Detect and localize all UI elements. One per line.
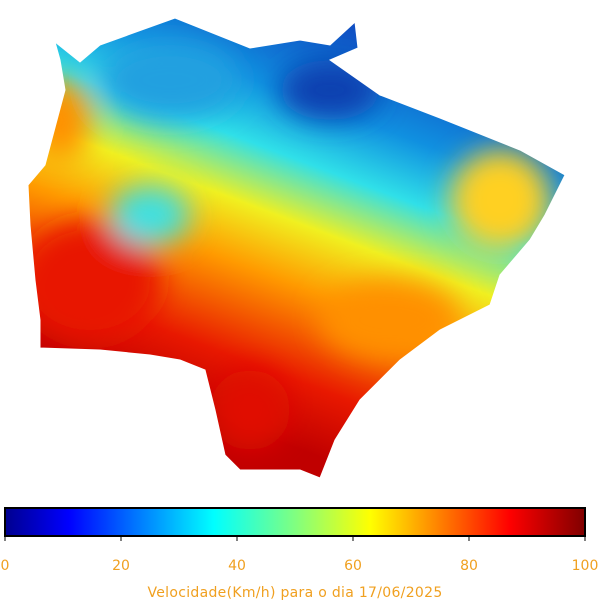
tick-label: 100 [572, 558, 599, 574]
colorbar-label: Velocidade(Km/h) para o dia 17/06/2025 [147, 585, 442, 600]
tick-label: 40 [228, 558, 246, 574]
tick-label: 20 [112, 558, 130, 574]
tick-label: 0 [1, 558, 10, 574]
wind-field [28, 18, 565, 478]
colorbar [4, 507, 586, 537]
tick-label: 80 [460, 558, 478, 574]
tick-label: 60 [344, 558, 362, 574]
state-outline [27, 17, 566, 479]
